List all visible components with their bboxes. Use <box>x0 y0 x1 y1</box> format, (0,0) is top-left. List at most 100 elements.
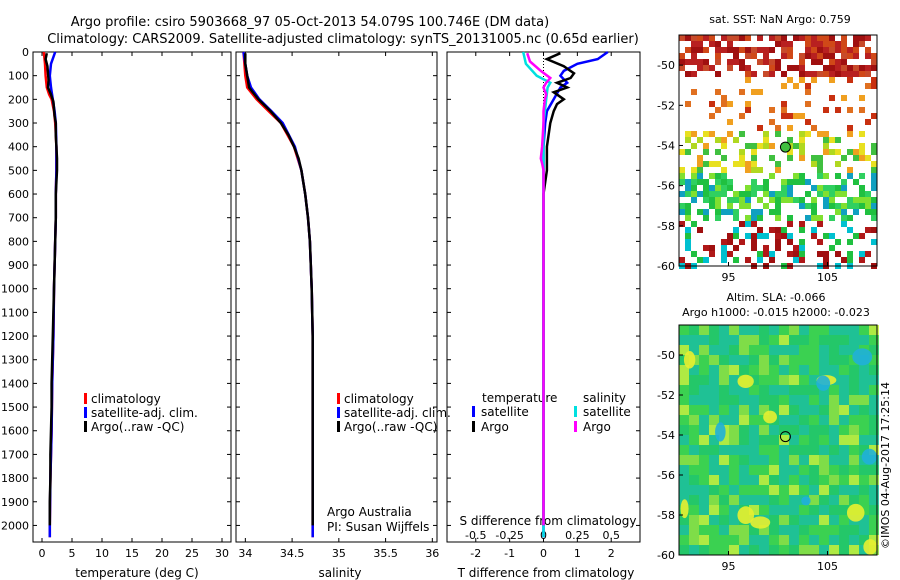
map-cell <box>759 525 769 535</box>
map-cell <box>685 203 691 209</box>
map-cell <box>721 101 727 107</box>
map-cell <box>699 385 709 395</box>
map-cell <box>709 545 719 555</box>
map-cell <box>757 197 763 203</box>
map-cell <box>789 395 799 405</box>
x-tick-label: 30 <box>215 547 229 560</box>
map-cell <box>829 345 839 355</box>
map-cell <box>859 325 869 335</box>
diff-xlabel-t: T difference from climatology <box>457 566 635 580</box>
map-cell <box>721 173 727 179</box>
map-cell <box>745 47 751 53</box>
map-cell <box>871 53 877 59</box>
map-cell <box>839 355 849 365</box>
map-cell <box>829 233 835 239</box>
map-cell <box>685 131 691 137</box>
map-cell <box>745 185 751 191</box>
map-cell <box>779 405 789 415</box>
map-cell <box>859 435 869 445</box>
map-cell <box>847 203 853 209</box>
map-cell <box>865 203 871 209</box>
map-cell <box>839 405 849 415</box>
map-cell <box>799 227 805 233</box>
map-cell <box>781 83 787 89</box>
map-cell <box>709 161 715 167</box>
map-cell <box>871 185 877 191</box>
map-cell <box>739 495 749 505</box>
map-cell <box>709 173 715 179</box>
map-cell <box>841 71 847 77</box>
map-cell <box>817 35 823 41</box>
map-eddy <box>750 516 771 529</box>
map-cell <box>823 41 829 47</box>
map-cell <box>757 215 763 221</box>
map-cell <box>691 191 697 197</box>
map-cell <box>849 435 859 445</box>
map-cell <box>745 53 751 59</box>
map-cell <box>709 35 715 41</box>
map-cell <box>727 41 733 47</box>
map-cell <box>763 59 769 65</box>
map-cell <box>727 101 733 107</box>
map-cell <box>721 167 727 173</box>
map-cell <box>779 475 789 485</box>
map-cell <box>685 239 691 245</box>
map-cell <box>841 59 847 65</box>
legend-label-t-argo: Argo <box>481 420 509 434</box>
map-eddy <box>683 351 696 369</box>
map-cell <box>829 41 835 47</box>
map-cell <box>775 131 781 137</box>
map-cell <box>799 405 809 415</box>
map-cell <box>805 215 811 221</box>
map-cell <box>859 445 869 455</box>
y-tick-label: -52 <box>657 99 675 112</box>
map-cell <box>751 149 757 155</box>
map-cell <box>745 257 751 263</box>
map-cell <box>799 365 809 375</box>
map-cell <box>763 53 769 59</box>
map-cell <box>841 95 847 101</box>
map-cell <box>829 395 839 405</box>
map-cell <box>739 455 749 465</box>
legend-swatch-t-argo <box>472 421 475 432</box>
map-cell <box>691 197 697 203</box>
map-cell <box>829 65 835 71</box>
map-cell <box>865 197 871 203</box>
legend-label-climatology: climatology <box>91 392 161 406</box>
map-cell <box>779 505 789 515</box>
map-cell <box>869 465 879 475</box>
map-cell <box>869 425 879 435</box>
map-cell <box>829 525 839 535</box>
annotation-argo-australia: Argo Australia <box>327 505 412 519</box>
map-cell <box>719 405 729 415</box>
map-cell <box>799 545 809 555</box>
map-cell <box>703 161 709 167</box>
map-cell <box>751 155 757 161</box>
map-cell <box>789 465 799 475</box>
map-cell <box>699 445 709 455</box>
map-cell <box>781 71 787 77</box>
map-cell <box>691 71 697 77</box>
map-cell <box>685 209 691 215</box>
map-cell <box>829 245 835 251</box>
map-cell <box>865 155 871 161</box>
map-cell <box>809 395 819 405</box>
map-cell <box>839 415 849 425</box>
map-cell <box>775 65 781 71</box>
legend-label-s-argo: Argo <box>583 420 611 434</box>
map-cell <box>839 375 849 385</box>
x-tick-label: 15 <box>125 547 139 560</box>
map-cell <box>709 405 719 415</box>
map-cell <box>779 365 789 375</box>
map-cell <box>789 375 799 385</box>
map-cell <box>859 425 869 435</box>
map-cell <box>859 95 865 101</box>
map-cell <box>739 131 745 137</box>
map-cell <box>847 71 853 77</box>
map-cell <box>799 221 805 227</box>
legend-label-satellite: satellite-adj. clim. <box>91 406 198 420</box>
map-cell <box>841 47 847 53</box>
y-tick-label: -50 <box>657 349 675 362</box>
map-cell <box>769 445 779 455</box>
map-cell <box>749 525 759 535</box>
